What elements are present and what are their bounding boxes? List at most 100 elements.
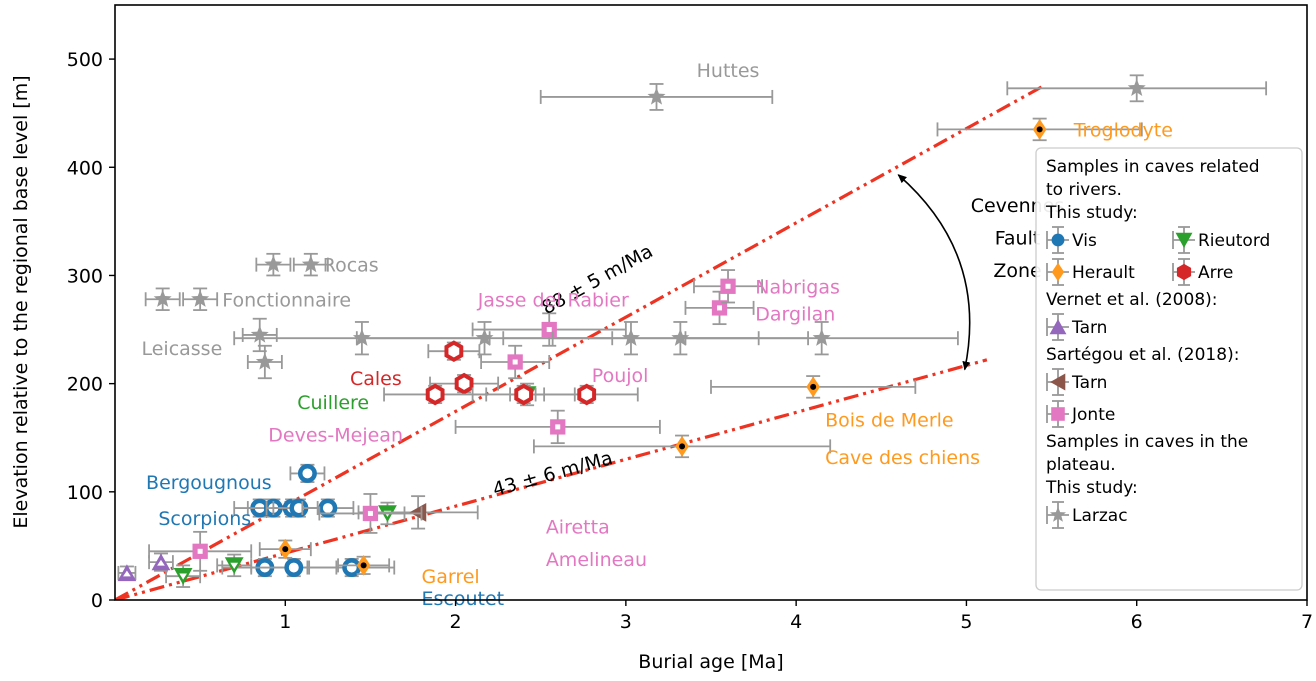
data-point-jonte <box>480 344 551 380</box>
marker-arre <box>425 383 445 406</box>
data-point-larzac <box>182 287 219 311</box>
y-tick-label: 100 <box>67 482 103 504</box>
annotation-text: Zone <box>993 260 1041 282</box>
data-point-herault <box>710 375 917 399</box>
legend-entry-larzac: Larzac <box>1046 501 1128 529</box>
site-label: Leicasse <box>141 338 222 360</box>
data-point-jonte <box>693 269 763 304</box>
legend-entry-tarn_vernet: Tarn <box>1046 313 1107 341</box>
annotation-text: Fault <box>995 228 1041 250</box>
marker-jonte-center <box>725 283 731 289</box>
legend-heading: plateau. <box>1046 455 1116 475</box>
plot-frame <box>114 4 1308 601</box>
marker-arre <box>577 383 597 406</box>
x-tick-label: 4 <box>790 611 802 633</box>
legend-label: Vis <box>1072 231 1097 251</box>
legend: Samples in caves related to rivers. This s… <box>1035 147 1303 591</box>
marker-jonte-center <box>367 510 373 516</box>
marker-vis <box>297 463 317 483</box>
data-point-larzac <box>255 252 292 277</box>
marker-arre <box>444 340 464 363</box>
site-label: Bergougnous <box>146 472 272 494</box>
marker-jonte-center <box>555 424 561 430</box>
data-point-herault <box>936 117 1143 142</box>
site-label: Deves-Mejean <box>268 424 403 446</box>
data-point-jonte <box>148 530 253 572</box>
data-point-larzac <box>246 344 283 380</box>
data-point-rieutord <box>216 553 253 578</box>
legend-label: Arre <box>1198 263 1233 283</box>
marker-vis <box>284 558 304 577</box>
site-label: Dargilan <box>755 303 835 325</box>
axes: 1 2 3 4 5 6 7 0 100 200 300 400 500 <box>67 49 1313 633</box>
data-point-arre <box>471 383 576 406</box>
marker-herault-center <box>679 443 686 450</box>
site-label: Fonctionnaire <box>222 289 351 311</box>
legend-entry-jonte: Jonte <box>1046 400 1115 428</box>
data-point-vis <box>289 463 326 483</box>
data-point-arre <box>427 340 481 363</box>
marker-vis <box>318 498 338 518</box>
legend-entry-vis: Vis <box>1046 226 1097 254</box>
data-point-arre <box>534 383 639 406</box>
marker-rieutord-center <box>179 573 187 580</box>
marker-jonte-center <box>512 359 518 365</box>
trendline <box>115 84 1044 600</box>
data-point-vis <box>308 557 396 578</box>
legend-heading: Samples in caves in the <box>1046 432 1248 452</box>
legend-box <box>1035 147 1303 591</box>
marker-jonte-center <box>717 305 723 311</box>
marker-herault-center <box>282 546 289 553</box>
site-label: Garrel <box>422 566 480 588</box>
marker-herault-center <box>360 562 367 569</box>
marker-herault-center <box>810 383 817 390</box>
y-tick-label: 500 <box>67 49 103 71</box>
y-tick-label: 200 <box>67 374 103 396</box>
legend-marker-herault <box>1051 262 1065 282</box>
marker-larzac <box>153 289 172 307</box>
marker-larzac <box>647 87 666 105</box>
marker-larzac <box>255 352 274 370</box>
x-tick-label: 5 <box>960 611 972 633</box>
fault-zone-arrow <box>897 174 971 371</box>
site-label: Escoutet <box>422 588 505 610</box>
marker-larzac <box>301 255 320 273</box>
data-points <box>117 74 1268 588</box>
marker-tarn_vernet-center <box>157 559 165 566</box>
marker-larzac <box>1127 78 1146 96</box>
legend-label: Jonte <box>1071 405 1115 425</box>
data-point-arre <box>383 383 488 406</box>
legend-label: Tarn <box>1071 318 1107 338</box>
legend-label: Rieutord <box>1198 231 1270 251</box>
site-label: Bois de Merle <box>825 409 954 431</box>
site-label: Jasse del Rabier <box>477 289 629 311</box>
x-tick-label: 7 <box>1301 611 1313 633</box>
data-point-larzac <box>539 83 774 111</box>
data-point-larzac <box>684 321 959 356</box>
legend-marker-rieutord <box>1175 232 1193 248</box>
legend-heading: Vernet et al. (2008): <box>1046 290 1218 310</box>
legend-heading: Samples in caves related <box>1046 157 1260 177</box>
legend-marker-vis <box>1051 233 1065 247</box>
data-point-tarn_vernet <box>117 564 137 582</box>
x-tick-label: 1 <box>279 611 291 633</box>
y-axis-label: Elevation relative to the regional base … <box>10 75 32 528</box>
marker-jonte-center <box>546 327 552 333</box>
data-point-jonte <box>318 493 423 534</box>
marker-larzac <box>671 328 690 346</box>
data-point-jonte <box>684 290 755 326</box>
marker-herault-center <box>1036 126 1043 133</box>
x-axis-label: Burial age [Ma] <box>638 651 783 673</box>
x-tick-label: 6 <box>1131 611 1143 633</box>
legend-label: Tarn <box>1071 373 1107 393</box>
legend-marker-arre <box>1176 263 1192 281</box>
marker-rieutord-center <box>230 562 239 569</box>
data-point-jonte <box>471 312 627 347</box>
legend-marker-tarn_vernet <box>1049 319 1067 335</box>
legend-marker-tarn_sartegou <box>1050 373 1066 391</box>
marker-larzac <box>264 255 283 273</box>
legend-entry-rieutord: Rieutord <box>1172 226 1270 254</box>
legend-heading: This study: <box>1045 478 1138 498</box>
marker-larzac <box>352 328 371 346</box>
